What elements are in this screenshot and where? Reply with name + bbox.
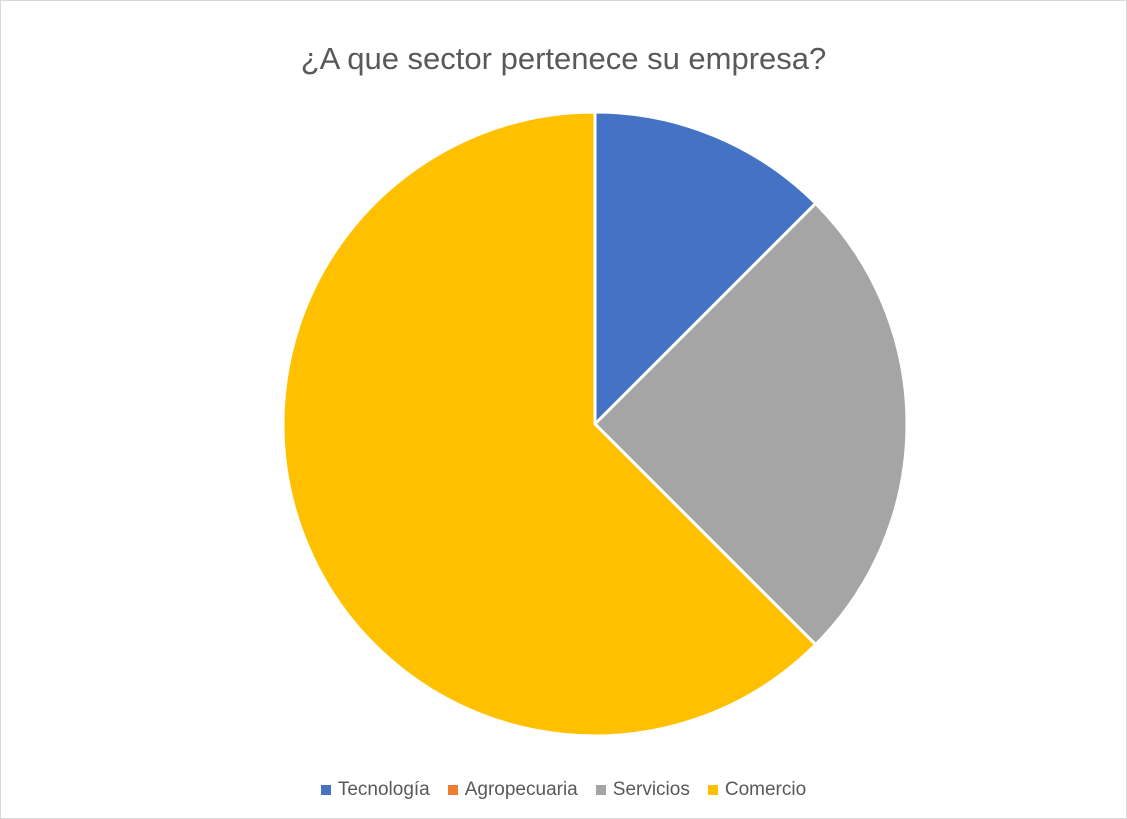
pie-slice-tecnologia (593, 110, 818, 426)
pie-slice-servicios (593, 201, 909, 647)
legend-item-tecnologia: Tecnología (320, 779, 430, 801)
legend-swatch (320, 785, 331, 795)
legend-swatch (447, 785, 458, 795)
legend-item-comercio: Comercio (707, 779, 807, 801)
legend-swatch (595, 785, 606, 795)
legend-item-agropecuaria: Agropecuaria (447, 779, 578, 801)
legend-label: Agropecuaria (464, 779, 578, 800)
legend-item-servicios: Servicios (595, 779, 690, 801)
chart-title: ¿A que sector pertenece su empresa? (300, 41, 827, 76)
chart-legend: Tecnología Agropecuaria Servicios Comercio (1, 778, 1126, 802)
legend-label: Servicios (612, 779, 690, 800)
legend-label: Comercio (724, 779, 807, 800)
legend-label: Tecnología (337, 779, 430, 800)
pie-slice-comercio (281, 110, 818, 738)
legend-swatch (707, 785, 718, 795)
